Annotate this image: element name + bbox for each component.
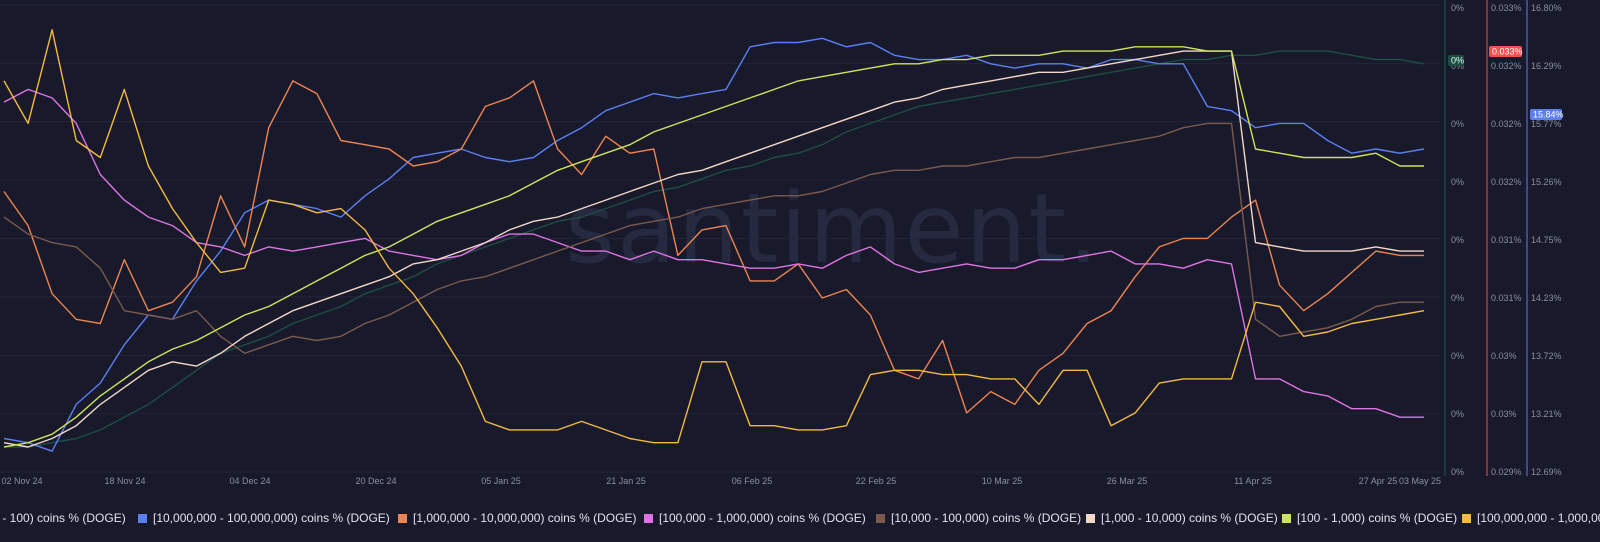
x-tick: 26 Mar 25	[1107, 476, 1148, 486]
series-line-4	[3, 122, 1424, 354]
x-tick: 06 Feb 25	[732, 476, 773, 486]
blue-axis-tick: 14.23%	[1531, 293, 1562, 303]
legend: [1 - 100) coins % (DOGE) [10,000,000 - 10…	[0, 511, 1600, 533]
blue-axis-tick: 13.21%	[1531, 409, 1562, 419]
red-axis-tick: 0.029%	[1491, 467, 1522, 477]
blue-axis-tick: 13.72%	[1531, 351, 1562, 361]
x-tick: 04 Dec 24	[229, 476, 270, 486]
x-tick: 21 Jan 25	[606, 476, 646, 486]
blue-axis-tick: 12.69%	[1531, 467, 1562, 477]
legend-swatch	[398, 513, 407, 523]
x-tick: 22 Feb 25	[856, 476, 897, 486]
x-tick: 20 Dec 24	[355, 476, 396, 486]
green-current-badge: 0%	[1448, 55, 1464, 66]
legend-label: [1,000,000 - 10,000,000) coins % (DOGE)	[413, 511, 637, 525]
legend-label: [10,000 - 100,000) coins % (DOGE)	[891, 511, 1082, 525]
x-tick: 18 Nov 24	[104, 476, 145, 486]
green-axis-tick: 0%	[1451, 351, 1464, 361]
series-line-6	[3, 46, 1424, 448]
x-axis: 02 Nov 24 18 Nov 24 04 Dec 24 20 Dec 24 05 J…	[1, 476, 1441, 486]
legend-swatch	[1086, 513, 1095, 523]
x-tick: 10 Mar 25	[982, 476, 1023, 486]
series-line-7	[3, 29, 1425, 444]
x-tick: 27 Apr 25	[1359, 476, 1398, 486]
blue-axis-tick: 15.26%	[1531, 177, 1562, 187]
blue-axis-tick: 16.29%	[1531, 61, 1562, 71]
grid	[0, 4, 1440, 473]
red-axis-tick: 0.031%	[1491, 235, 1522, 245]
red-axis-tick: 0.032%	[1491, 61, 1522, 71]
legend-label: [10,000,000 - 100,000,000) coins % (DOGE…	[153, 511, 390, 525]
legend-item[interactable]: [10,000 - 100,000) coins % (DOGE)	[876, 511, 1081, 525]
legend-item[interactable]: [1,000,000 - 10,000,000) coins % (DOGE)	[398, 511, 636, 525]
series-line-3	[3, 88, 1424, 418]
red-axis-tick: 0.032%	[1491, 119, 1522, 129]
series-layer	[3, 29, 1425, 452]
blue-axis-tick: 15.77%	[1531, 119, 1562, 129]
green-axis-tick: 0%	[1451, 3, 1464, 13]
blue-axis-tick: 14.75%	[1531, 235, 1562, 245]
x-tick: 02 Nov 24	[1, 476, 42, 486]
legend-item[interactable]: [100,000,000 - 1,000,000,000) coins % (D…	[1462, 511, 1600, 525]
series-line-5	[3, 50, 1424, 448]
legend-item[interactable]: [1 - 100) coins % (DOGE)	[0, 511, 126, 525]
red-axis-tick: 0.03%	[1491, 409, 1517, 419]
green-axis-tick: 0%	[1451, 235, 1464, 245]
x-tick: 11 Apr 25	[1234, 476, 1272, 486]
red-axis-tick: 0.031%	[1491, 293, 1522, 303]
green-axis-tick: 0%	[1451, 467, 1464, 477]
legend-item[interactable]: [10,000,000 - 100,000,000) coins % (DOGE…	[138, 511, 390, 525]
svg-text:0%: 0%	[1451, 56, 1464, 66]
legend-swatch	[1282, 513, 1291, 523]
axes-layer: 0% 0% 0% 0% 0% 0% 0% 0% 0% 0.033% 0.032% 0.032% 0.03…	[1444, 0, 1564, 477]
green-axis-tick: 0%	[1451, 119, 1464, 129]
green-axis-tick: 0%	[1451, 409, 1464, 419]
legend-label: [100,000 - 1,000,000) coins % (DOGE)	[659, 511, 866, 525]
green-axis-tick: 0%	[1451, 293, 1464, 303]
legend-swatch	[876, 513, 885, 523]
green-axis-tick: 0%	[1451, 177, 1464, 187]
series-line-1	[3, 37, 1425, 452]
blue-axis-tick: 16.80%	[1531, 3, 1562, 13]
svg-text:15.84%: 15.84%	[1533, 110, 1564, 120]
series-line-0	[4, 50, 1425, 448]
legend-item[interactable]: [100,000 - 1,000,000) coins % (DOGE)	[644, 511, 866, 525]
legend-item[interactable]: [100 - 1,000) coins % (DOGE)	[1282, 511, 1457, 525]
series-line-2	[3, 80, 1424, 414]
red-axis-tick: 0.033%	[1491, 3, 1522, 13]
red-current-badge: 0.033%	[1489, 46, 1523, 57]
blue-current-badge: 15.84%	[1530, 109, 1564, 120]
red-axis-tick: 0.03%	[1491, 351, 1517, 361]
legend-swatch	[644, 513, 653, 523]
legend-swatch	[1462, 513, 1471, 523]
red-axis-tick: 0.032%	[1491, 177, 1522, 187]
svg-text:0.033%: 0.033%	[1492, 47, 1523, 57]
legend-label: [1,000 - 10,000) coins % (DOGE)	[1101, 511, 1278, 525]
watermark: santiment.	[565, 173, 1101, 285]
x-tick: 03 May 25	[1399, 476, 1441, 486]
x-tick: 05 Jan 25	[481, 476, 521, 486]
legend-label: [1 - 100) coins % (DOGE)	[0, 511, 126, 525]
legend-label: [100 - 1,000) coins % (DOGE)	[1297, 511, 1458, 525]
legend-label: [100,000,000 - 1,000,000,000) coins % (D…	[1477, 511, 1600, 525]
legend-swatch	[138, 513, 147, 523]
legend-item[interactable]: [1,000 - 10,000) coins % (DOGE)	[1086, 511, 1278, 525]
